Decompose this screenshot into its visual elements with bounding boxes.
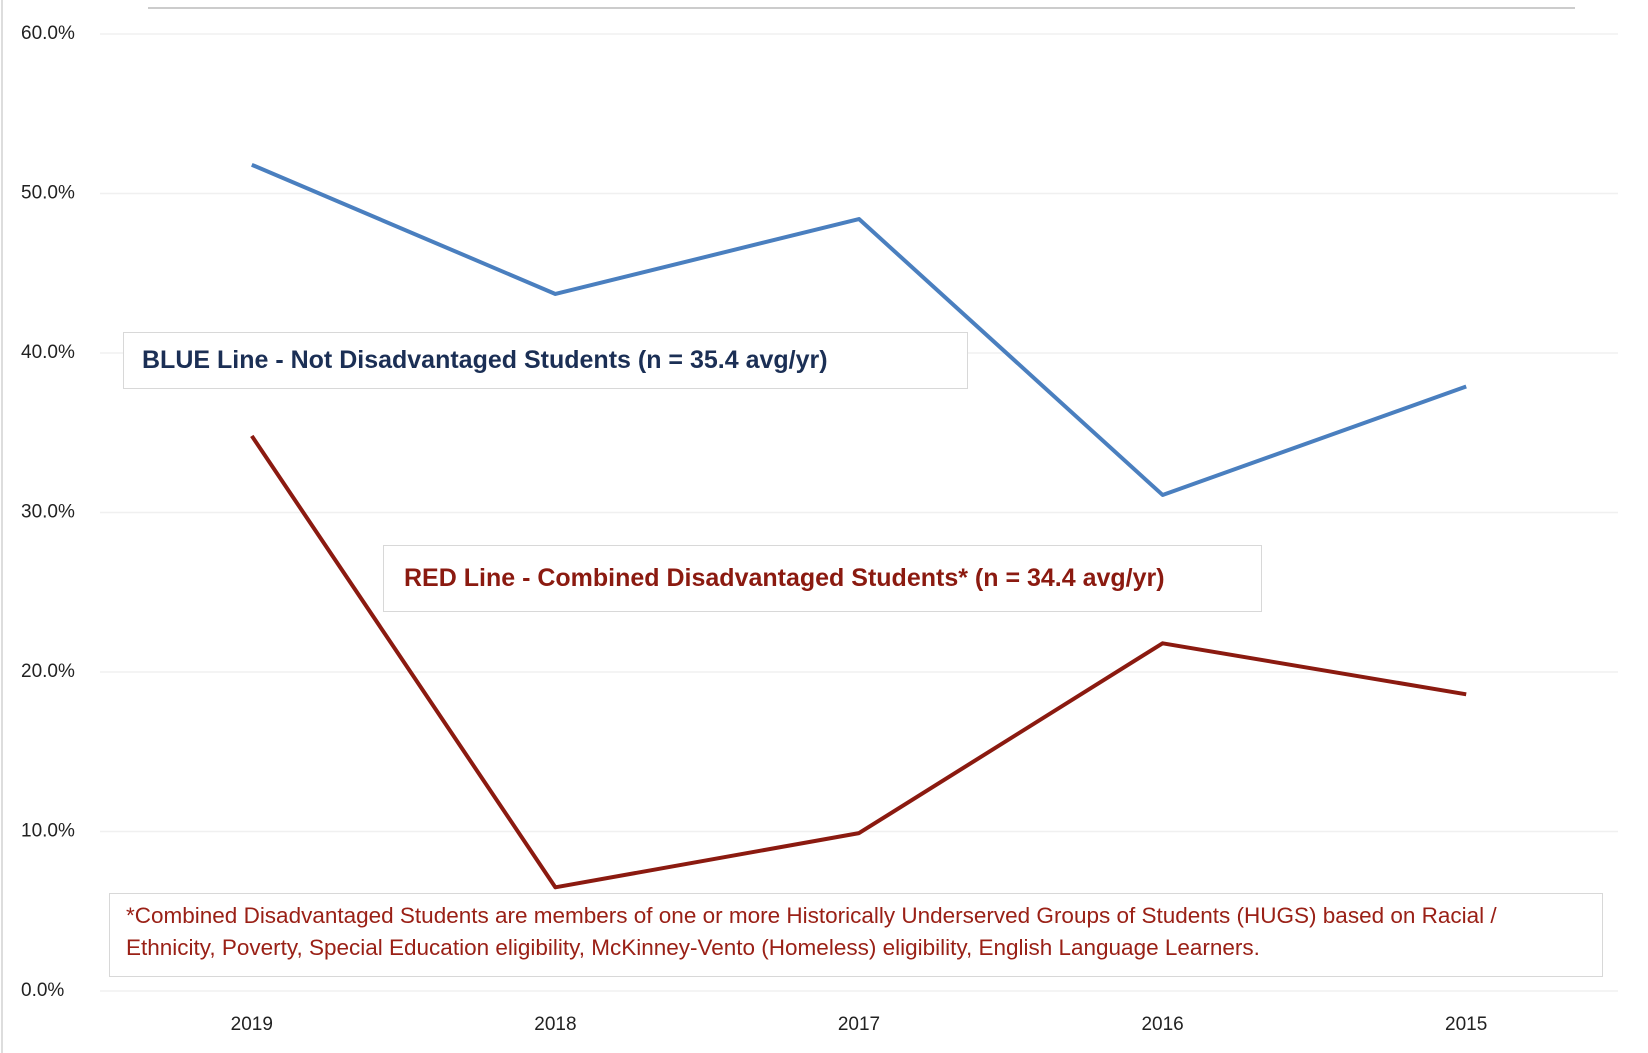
y-tick-label: 60.0%: [21, 23, 75, 44]
series-line: [251, 162, 1467, 497]
y-tick-label: 30.0%: [21, 502, 75, 523]
series-line: [250, 434, 1467, 890]
series-label: BLUE Line - Not Disadvantaged Students (…: [123, 332, 968, 389]
y-tick-label: 40.0%: [21, 342, 75, 363]
x-tick-label: 2015: [1445, 1014, 1487, 1035]
x-tick-label: 2017: [838, 1014, 880, 1035]
x-tick-label: 2016: [1141, 1014, 1183, 1035]
y-tick-label: 20.0%: [21, 661, 75, 682]
y-tick-label: 50.0%: [21, 183, 75, 204]
x-tick-label: 2018: [534, 1014, 576, 1035]
footnote: *Combined Disadvantaged Students are mem…: [109, 893, 1603, 977]
series-label: RED Line - Combined Disadvantaged Studen…: [383, 545, 1262, 612]
y-tick-label: 10.0%: [21, 821, 75, 842]
x-tick-label: 2019: [231, 1014, 273, 1035]
y-tick-label: 0.0%: [21, 980, 64, 1001]
